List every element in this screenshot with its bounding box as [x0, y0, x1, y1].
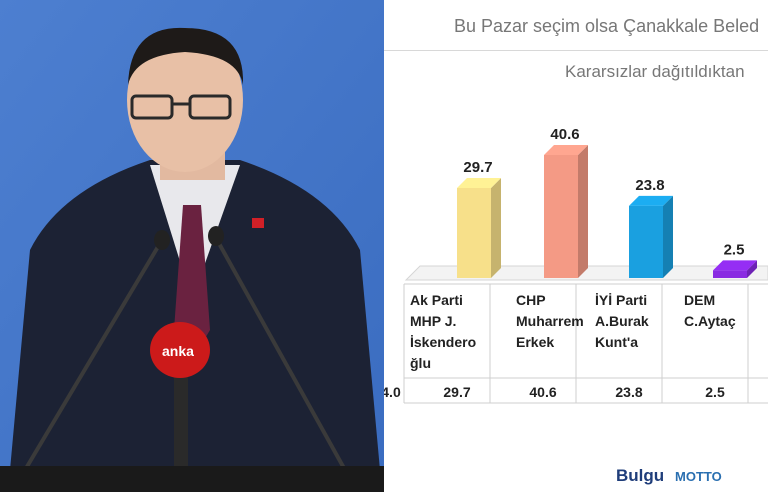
category-label-3-0: DEM	[684, 292, 716, 308]
mic-logo: anka	[162, 343, 194, 359]
bar-3	[713, 270, 747, 278]
table-value-4: 2.5	[705, 384, 725, 400]
speaker-photo: anka	[0, 0, 384, 492]
table-value-2: 40.6	[529, 384, 557, 400]
category-label-0-0: Ak Parti	[410, 292, 463, 308]
title-rule	[384, 50, 768, 51]
category-label-0-3: ğlu	[410, 355, 431, 371]
bar-top-2	[629, 195, 673, 206]
tie	[174, 205, 210, 360]
anka-mic	[150, 322, 210, 378]
category-label-0-2: İskendero	[410, 334, 477, 350]
chart-panel: Bu Pazar seçim olsa Çanakkale Beled Kara…	[384, 0, 768, 492]
category-label-2-2: Kunt'a	[595, 334, 638, 350]
bulgu-logo: Bulgu	[616, 466, 665, 485]
bar-value-label-1: 40.6	[550, 126, 579, 143]
bar-value-label-2: 23.8	[635, 177, 664, 194]
bar-chart: 29.7 40.6 23.8 2.5	[403, 126, 768, 404]
category-label-2-1: A.Burak	[595, 313, 649, 329]
bar-0	[457, 188, 491, 278]
category-label-2-0: İYİ Parti	[595, 292, 648, 308]
face	[127, 28, 243, 172]
bar-side-2	[663, 195, 673, 278]
podium	[0, 466, 384, 492]
bar-top-0	[457, 178, 501, 189]
table-value-1: 29.7	[443, 384, 471, 400]
bar-side-1	[578, 144, 588, 278]
category-label-1-2: Erkek	[516, 334, 555, 350]
bar-value-label-3: 2.5	[724, 241, 745, 258]
bar-top-1	[544, 144, 588, 155]
chart-subtitle: Kararsızlar dağıtıldıktan	[565, 62, 745, 81]
hair	[128, 27, 244, 85]
lapel-pin	[252, 218, 264, 228]
bar-top-3	[713, 260, 757, 271]
table-value-0: 4.0	[384, 384, 401, 400]
category-label-3-1: C.Aytaç	[684, 313, 736, 329]
bar-1	[544, 154, 578, 278]
bar-value-label-0: 29.7	[463, 159, 492, 176]
chart-title: Bu Pazar seçim olsa Çanakkale Beled	[454, 16, 760, 36]
category-label-0-1: MHP J.	[410, 313, 457, 329]
bar-side-3	[747, 260, 757, 278]
motto-logo: MOTTO	[675, 469, 722, 484]
category-label-1-0: CHP	[516, 292, 546, 308]
bar-2	[629, 205, 663, 278]
table-value-3: 23.8	[615, 384, 643, 400]
bar-side-0	[491, 178, 501, 278]
category-label-1-1: Muharrem	[516, 313, 584, 329]
